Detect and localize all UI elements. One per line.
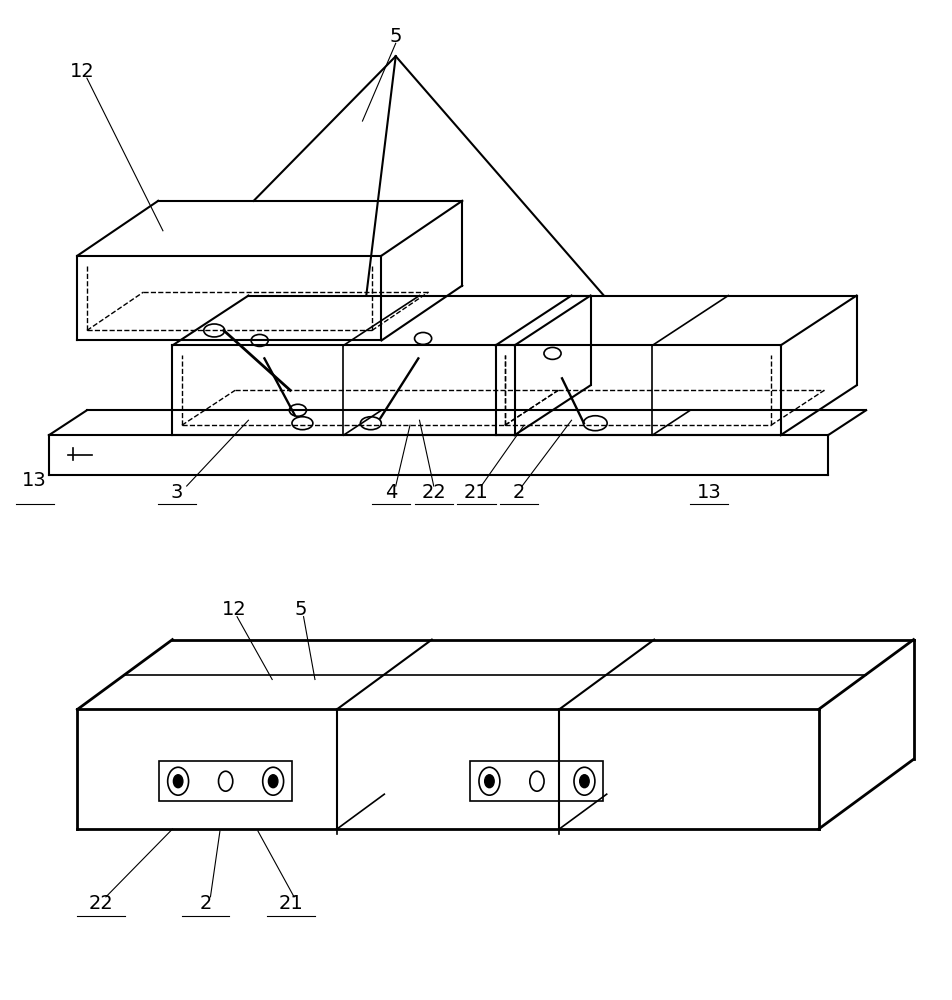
Text: 2: 2 [512, 483, 525, 502]
Text: 13: 13 [696, 483, 721, 502]
Ellipse shape [485, 775, 494, 788]
Text: 5: 5 [389, 27, 402, 46]
Text: 2: 2 [199, 894, 211, 913]
Text: 3: 3 [170, 483, 183, 502]
Text: 22: 22 [421, 483, 446, 502]
Text: 13: 13 [22, 471, 47, 490]
Ellipse shape [173, 775, 183, 788]
Ellipse shape [579, 775, 588, 788]
Text: 21: 21 [279, 894, 304, 913]
Text: 5: 5 [294, 600, 307, 619]
Text: 4: 4 [385, 483, 397, 502]
Text: 21: 21 [464, 483, 488, 502]
Text: 12: 12 [69, 62, 94, 81]
Text: 22: 22 [89, 894, 113, 913]
Text: 12: 12 [222, 600, 247, 619]
Ellipse shape [268, 775, 278, 788]
